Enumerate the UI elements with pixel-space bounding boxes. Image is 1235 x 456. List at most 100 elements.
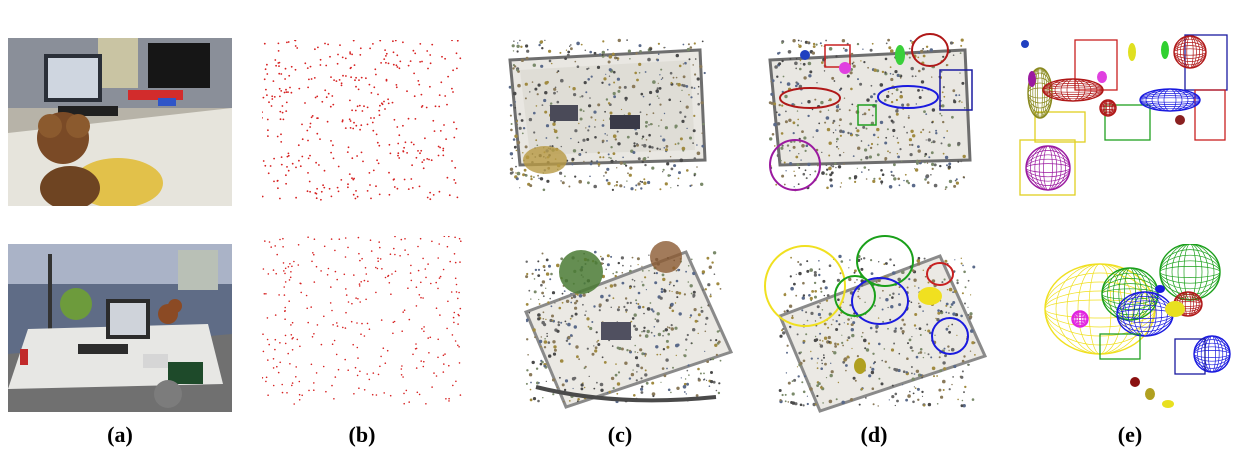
point [371,393,374,396]
point [284,267,287,270]
point [837,148,840,150]
cuboid-wireframe [1174,338,1206,375]
point [934,334,936,336]
point [628,377,632,380]
point [429,62,432,65]
point [546,80,549,84]
small-object [1028,71,1036,87]
point [889,294,891,297]
point [870,95,873,99]
point [520,45,523,48]
point [886,128,889,131]
point [629,166,633,170]
point [851,333,855,338]
point [437,287,439,290]
point [656,353,659,356]
point [265,293,267,295]
point [348,118,351,121]
point [884,360,887,363]
point [944,354,947,358]
point [415,286,418,288]
point [897,368,901,373]
point [370,92,373,94]
point [459,307,462,310]
point [272,367,275,369]
point [847,131,850,135]
point [917,145,920,149]
point [361,257,363,260]
point [337,190,340,193]
point [295,166,297,169]
point [521,132,524,135]
point [422,257,424,260]
point [545,318,547,321]
point [673,284,675,287]
point [634,132,639,136]
point [915,369,920,373]
point [854,269,857,273]
point [287,91,289,93]
point [538,303,541,305]
point [675,76,678,79]
point [791,392,795,396]
point [920,131,923,134]
point [442,149,445,152]
point [610,159,614,163]
point [827,326,830,329]
point [585,310,587,312]
point [608,55,613,59]
point [870,121,875,126]
point [901,104,904,107]
point [601,124,605,127]
point [797,261,800,263]
point [599,382,604,387]
point [320,198,322,201]
point [893,329,897,333]
point [892,292,895,295]
point [411,187,414,189]
point [459,261,461,263]
point [556,71,559,74]
point [376,141,379,144]
point [539,40,544,44]
point [890,305,894,309]
point [301,394,303,397]
point [356,105,359,108]
point [877,405,879,407]
point [451,334,454,336]
point [358,252,360,255]
point [948,325,950,327]
point [589,97,591,99]
point [802,390,806,394]
point [918,96,922,99]
point [889,151,891,154]
point [945,302,949,306]
point [807,61,812,66]
point [608,156,610,159]
point [946,164,948,167]
point [422,297,424,299]
point [640,387,644,391]
point [509,104,513,107]
point [341,120,344,123]
point [423,360,425,363]
point [610,306,612,308]
point [912,392,915,395]
point [906,131,908,134]
point [263,293,266,295]
point [533,111,536,115]
point [516,69,519,72]
point [538,298,540,301]
point [870,370,875,375]
point [541,104,544,106]
point [939,112,942,115]
point [610,157,612,160]
point [673,164,677,168]
point [429,191,431,194]
point [817,382,821,386]
point [514,101,517,103]
point [271,98,274,100]
point [787,381,791,385]
point [825,39,827,42]
point [582,138,586,142]
